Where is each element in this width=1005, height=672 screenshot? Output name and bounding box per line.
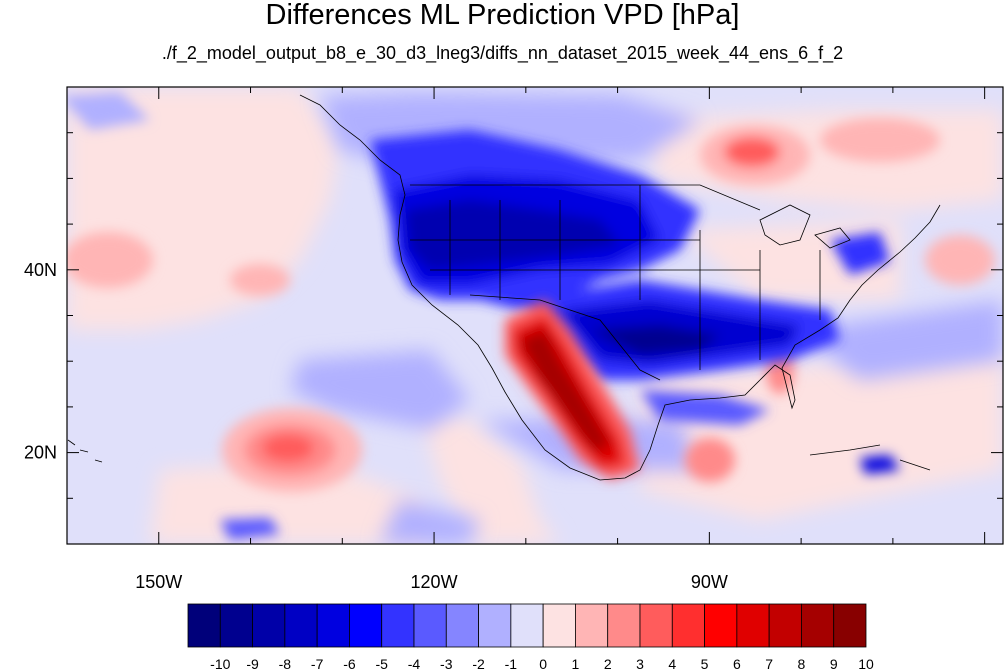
colorbar-tick-label: -5 [375,656,388,672]
colorbar-box [316,603,350,648]
colorbar-box [575,603,609,648]
colorbar-tick-label: 7 [765,656,773,672]
lon-label: 120W [411,572,458,592]
colorbar-box [736,603,770,648]
colorbar-tick-label: 0 [539,656,547,672]
colorbar-tick-label: 2 [604,656,612,672]
colorbar-box [542,603,576,648]
colorbar-box [478,603,512,648]
axis-ticks [66,86,1003,545]
colorbar-box [510,603,544,648]
colorbar-box [704,603,738,648]
lat-label: 20N [24,443,57,463]
colorbar-box [413,603,447,648]
colorbar-box [607,603,641,648]
colorbar-box [381,603,415,648]
colorbar-tick-label: 8 [798,656,806,672]
lat-label: 40N [24,260,57,280]
lon-label: 90W [691,572,728,592]
colorbar-tick-label: -8 [279,656,292,672]
colorbar-box [187,603,221,648]
colorbar-tick-label: -10 [210,656,230,672]
colorbar-box [445,603,479,648]
field-mexico-positive [505,300,640,480]
colorbar-tick-label: -2 [472,656,485,672]
field-layer [67,87,1003,544]
colorbar-tick-label: 3 [636,656,644,672]
axis-labels: 150W 120W 90W 40N 20N [24,260,728,592]
colorbar-box [349,603,383,648]
colorbar-box [252,603,286,648]
colorbar-box [671,603,705,648]
colorbar-tick-label: 4 [668,656,676,672]
lon-label: 150W [135,572,182,592]
colorbar-box [284,603,318,648]
colorbar-box [833,603,867,648]
colorbar-labels: -10 -9 -8 -7 -6 -5 -4 -3 -2 -1 0 1 2 3 4 5 6 7 8 9 10 [210,656,874,672]
colorbar [187,603,867,648]
coastlines [67,94,941,481]
colorbar-tick-label: -6 [343,656,356,672]
colorbar-box [639,603,673,648]
colorbar-box [219,603,253,648]
colorbar-tick-label: 10 [858,656,874,672]
colorbar-box [801,603,835,648]
colorbar-tick-label: -3 [440,656,453,672]
colorbar-box [768,603,802,648]
colorbar-tick-label: 1 [572,656,580,672]
colorbar-tick-label: 9 [830,656,838,672]
field-pacific-high [67,118,995,492]
map-subtitle: ./f_2_model_output_b8_e_30_d3_lneg3/diff… [161,43,844,63]
colorbar-tick-label: -9 [246,656,259,672]
colorbar-tick-label: 5 [701,656,709,672]
map-title: Differences ML Prediction VPD [hPa] [265,0,740,31]
field-us-negative [67,92,900,540]
colorbar-tick-label: 6 [733,656,741,672]
colorbar-tick-label: -7 [311,656,324,672]
colorbar-tick-label: -1 [505,656,518,672]
colorbar-tick-label: -4 [408,656,421,672]
